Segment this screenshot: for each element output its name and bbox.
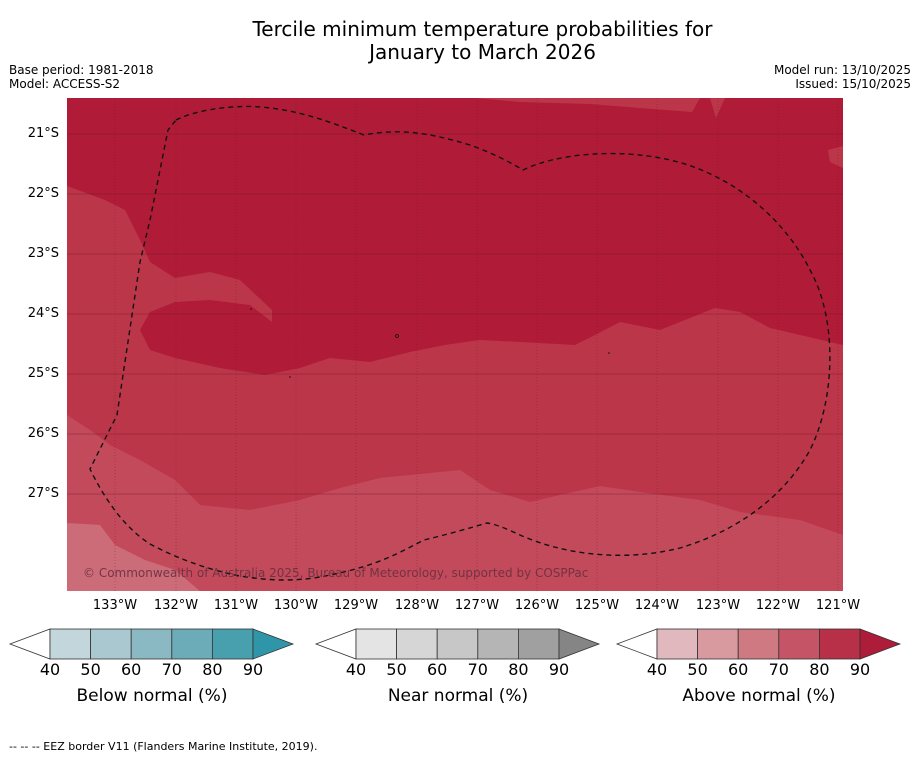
near-tick-label: 80	[508, 660, 529, 679]
lon-label-121: 121°W	[815, 598, 861, 613]
map-region-corner	[67, 523, 200, 591]
above-colorbar-low-extend	[615, 628, 658, 660]
near-tick-label: 60	[427, 660, 448, 679]
near-colorbar-segment	[396, 628, 438, 660]
lat-label-21: 21°S	[27, 126, 59, 141]
near-colorbar-low-extend	[314, 628, 357, 660]
below-tick-label: 50	[80, 660, 101, 679]
lon-label-131: 131°W	[213, 598, 259, 613]
below-colorbar-segment	[90, 628, 132, 660]
island-2	[250, 308, 252, 310]
island-1	[395, 334, 399, 338]
map-fill-layers	[67, 98, 843, 591]
lat-label-26: 26°S	[27, 426, 59, 441]
model-run: Model run: 13/10/2025	[773, 63, 911, 77]
below-colorbar-segment	[171, 628, 213, 660]
chart-title: Tercile minimum temperature probabilitie…	[0, 18, 919, 64]
below-tick-label: 70	[161, 660, 182, 679]
lon-label-126: 126°W	[514, 598, 560, 613]
above-colorbar-segment	[656, 628, 698, 660]
lat-label-24: 24°S	[27, 306, 59, 321]
near-colorbar-high-extend	[558, 628, 601, 660]
lon-label-125: 125°W	[574, 598, 620, 613]
island-3	[289, 376, 291, 378]
model-name: Model: ACCESS-S2	[9, 77, 121, 91]
lon-label-129: 129°W	[333, 598, 379, 613]
below-colorbar-segment	[49, 628, 91, 660]
below-colorbar-segment	[130, 628, 173, 660]
near-normal-label: Near normal (%)	[387, 686, 529, 706]
below-tick-label: 90	[242, 660, 264, 679]
near-colorbar-segment	[355, 628, 397, 660]
below-colorbar-high-extend	[252, 628, 295, 660]
above-tick-label: 40	[646, 660, 668, 679]
near-colorbar-segment	[436, 628, 479, 660]
colorbars	[8, 628, 902, 660]
near-tick-label: 50	[386, 660, 407, 679]
below-colorbar-low-extend	[8, 628, 51, 660]
above-tick-label: 80	[809, 660, 830, 679]
meta-left: Base period: 1981-2018 Model: ACCESS-S2	[9, 63, 154, 91]
meta-right: Model run: 13/10/2025 Issued: 15/10/2025	[774, 63, 911, 91]
copyright-text: © Commonwealth of Australia 2025, Bureau…	[83, 566, 588, 580]
above-tick-label: 60	[728, 660, 749, 679]
above-tick-label: 90	[849, 660, 871, 679]
lon-label-124: 124°W	[634, 598, 680, 613]
above-tick-label: 50	[687, 660, 708, 679]
below-tick-label: 60	[121, 660, 142, 679]
above-tick-label: 70	[768, 660, 789, 679]
lat-label-22: 22°S	[27, 186, 59, 201]
map-region-deep	[67, 98, 843, 375]
above-colorbar-segment	[737, 628, 780, 660]
lat-label-23: 23°S	[27, 246, 59, 261]
eez-footnote: -- -- -- EEZ border V11 (Flanders Marine…	[9, 740, 318, 753]
near-tick-label: 90	[548, 660, 570, 679]
lon-label-133: 133°W	[92, 598, 138, 613]
lon-label-123: 123°W	[695, 598, 741, 613]
near-tick-label: 70	[467, 660, 488, 679]
lon-label-132: 132°W	[153, 598, 199, 613]
above-normal-label: Above normal (%)	[682, 686, 836, 706]
below-normal-label: Below normal (%)	[76, 686, 228, 706]
island-4	[608, 352, 610, 354]
map-region-strip	[475, 98, 700, 112]
below-colorbar-segment	[211, 628, 254, 660]
base-period: Base period: 1981-2018	[9, 63, 154, 77]
lon-label-130: 130°W	[273, 598, 319, 613]
issued-date: Issued: 15/10/2025	[795, 77, 911, 91]
title-line-2: January to March 2026	[369, 40, 596, 64]
below-tick-label: 80	[202, 660, 223, 679]
above-colorbar-segment	[778, 628, 820, 660]
above-colorbar-segment	[697, 628, 739, 660]
above-colorbar-high-extend	[859, 628, 902, 660]
lat-label-27: 27°S	[27, 486, 59, 501]
lon-label-127: 127°W	[454, 598, 500, 613]
lon-label-122: 122°W	[755, 598, 801, 613]
above-colorbar-segment	[819, 628, 861, 660]
title-line-1: Tercile minimum temperature probabilitie…	[252, 17, 713, 41]
near-colorbar-segment	[477, 628, 519, 660]
below-tick-label: 40	[39, 660, 61, 679]
lat-label-25: 25°S	[27, 366, 59, 381]
eez-border	[89, 105, 831, 581]
lon-label-128: 128°W	[394, 598, 440, 613]
grid-lines	[67, 98, 843, 591]
near-colorbar-segment	[518, 628, 560, 660]
near-tick-label: 40	[345, 660, 367, 679]
